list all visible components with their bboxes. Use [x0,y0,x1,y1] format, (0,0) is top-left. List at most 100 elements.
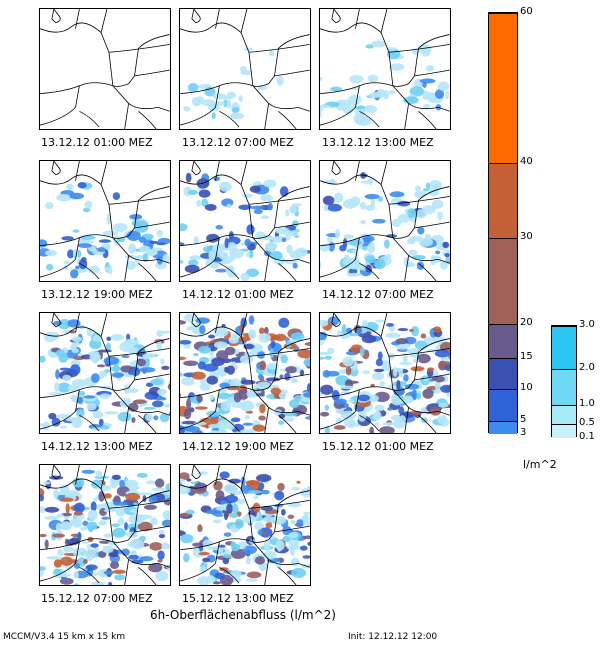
runoff-cell [83,395,96,399]
runoff-cell [434,388,441,394]
runoff-cell [349,74,364,84]
runoff-cell [125,260,137,270]
runoff-cell [194,406,208,410]
runoff-cell [164,403,170,408]
colorbar-tick-label: 30 [520,230,533,242]
runoff-cell [257,529,264,536]
country-border [215,465,248,489]
runoff-cell [81,469,96,474]
runoff-cell [320,104,331,109]
country-border [134,186,170,228]
runoff-cell [242,422,254,426]
runoff-cell [280,354,288,364]
runoff-cell [156,229,163,237]
runoff-cell [193,236,199,246]
runoff-cell [206,375,219,385]
runoff-cell [110,334,124,341]
runoff-cell [276,75,284,86]
runoff-cell [217,392,231,400]
runoff-cell [256,381,272,391]
runoff-cell [72,547,88,557]
runoff-cell [334,228,341,239]
runoff-cell [184,425,200,432]
runoff-cell [222,554,233,559]
runoff-cell [224,494,239,503]
runoff-cell [134,222,149,233]
runoff-cell [243,47,254,51]
runoff-cell [107,581,113,585]
runoff-cell [57,319,71,330]
runoff-cell [80,235,96,240]
runoff-cell [290,519,296,525]
runoff-cell [74,562,80,570]
runoff-cell [77,531,82,542]
runoff-cell [43,481,51,485]
runoff-cell [249,185,261,193]
runoff-cell [324,355,332,360]
runoff-cell [372,218,386,224]
runoff-cell [229,512,239,519]
runoff-cell [220,400,232,412]
runoff-cell [133,502,138,506]
runoff-cell [256,474,272,483]
runoff-cell [60,521,73,530]
runoff-cell [45,201,54,210]
map-panel [179,160,311,282]
runoff-cell [82,520,89,526]
runoff-cell [128,243,137,254]
runoff-cell [45,249,57,257]
runoff-cell [103,493,112,499]
runoff-cell [409,86,424,97]
runoff-cell [290,557,300,567]
runoff-cell [195,96,204,102]
runoff-cell [150,517,158,526]
runoff-cell [152,400,164,408]
runoff-cell [342,104,354,115]
runoff-cell [55,522,63,533]
runoff-cell [180,223,188,232]
runoff-cell [258,333,271,343]
runoff-cell [143,406,157,410]
runoff-cell [229,378,242,389]
panel-time-label: 15.12.12 13:00 MEZ [182,592,294,605]
small-colorbar-tick-label: 0.5 [579,416,595,428]
runoff-cell [417,226,425,235]
runoff-cell [44,506,60,513]
runoff-cell [48,392,64,396]
country-border [274,34,310,76]
country-border [264,407,269,433]
runoff-cell [442,241,450,249]
runoff-cell [248,329,257,339]
runoff-cell [194,421,207,426]
runoff-cell [381,365,393,372]
runoff-cell [231,107,240,113]
runoff-cell [197,524,203,533]
runoff-cell [215,268,228,273]
runoff-cell [253,495,259,500]
runoff-cell [77,249,82,259]
runoff-cell [156,340,162,351]
runoff-cell [228,478,241,484]
runoff-cell [434,380,441,391]
runoff-cell [88,266,101,274]
runoff-cell [180,339,192,345]
country-border [40,541,80,582]
country-border [124,407,129,433]
panel-time-label: 15.12.12 07:00 MEZ [41,592,153,605]
runoff-cell [348,399,355,404]
runoff-cell [76,408,85,418]
runoff-cell [67,249,75,259]
country-border [124,103,129,129]
runoff-cell [385,47,397,51]
runoff-cell [431,255,442,263]
map-panel [179,312,311,434]
runoff-cell [287,514,295,519]
runoff-cell [416,261,425,270]
runoff-cell [168,411,170,416]
runoff-cell [263,179,277,188]
runoff-cell [263,540,271,552]
runoff-cell [213,480,223,491]
runoff-cell [324,404,330,411]
runoff-cell [72,518,83,528]
runoff-cell [181,420,197,425]
